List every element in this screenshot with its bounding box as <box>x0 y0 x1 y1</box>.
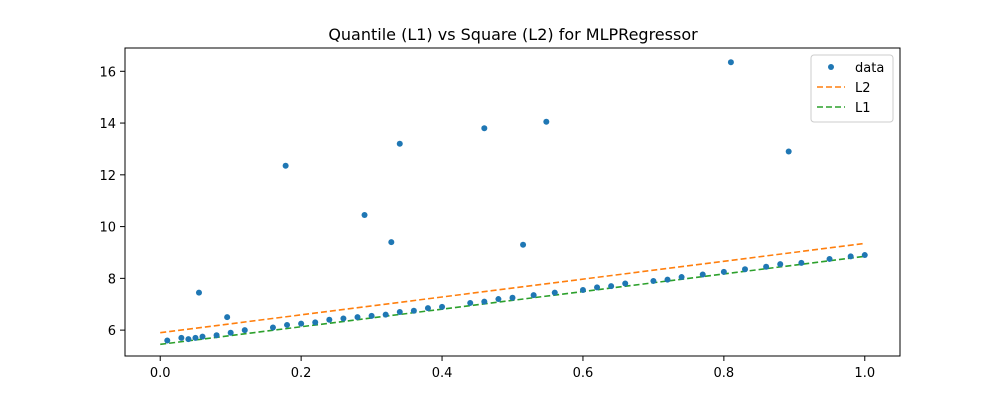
legend-label-l2: L2 <box>855 81 871 96</box>
data-point <box>241 327 248 334</box>
series-layer <box>160 59 868 346</box>
data-point <box>213 332 220 339</box>
data-point <box>269 324 276 331</box>
data-point <box>284 321 291 328</box>
data-point <box>861 252 868 259</box>
data-point <box>354 314 361 321</box>
data-point <box>178 334 185 341</box>
x-tick-label: 0.2 <box>291 366 312 381</box>
data-point <box>481 298 488 305</box>
y-tick-label: 12 <box>99 169 116 184</box>
data-point <box>742 266 748 273</box>
data-point <box>727 59 734 66</box>
y-tick-label: 16 <box>99 65 116 80</box>
legend-marker-data <box>828 64 834 70</box>
data-point <box>509 294 516 301</box>
data-point <box>185 336 192 343</box>
x-tick-label: 0.8 <box>714 366 735 381</box>
legend: data L2 L1 <box>810 54 894 123</box>
data-point <box>439 303 446 310</box>
data-point <box>551 289 558 296</box>
y-tick-label: 14 <box>99 117 116 132</box>
legend-box <box>810 54 894 123</box>
y-tick-label: 8 <box>108 272 116 287</box>
data-point <box>195 289 202 296</box>
data-point <box>608 283 615 290</box>
data-point <box>199 333 206 340</box>
data-point <box>847 253 854 260</box>
data-point <box>467 299 474 306</box>
data-point <box>826 255 833 262</box>
data-point <box>622 280 629 287</box>
data-point <box>282 162 289 169</box>
data-point <box>388 239 395 246</box>
data-point <box>543 118 550 125</box>
data-point <box>382 311 389 318</box>
data-point <box>678 274 685 281</box>
plot-area <box>124 47 901 357</box>
x-tick-label: 0.0 <box>150 366 171 381</box>
data-point <box>798 259 805 266</box>
data-point <box>579 287 586 293</box>
data-point <box>481 125 488 132</box>
data-point <box>326 316 333 323</box>
data-point <box>396 140 403 147</box>
data-point <box>520 241 527 248</box>
legend-label-l1: L1 <box>855 101 871 116</box>
data-point <box>530 292 537 299</box>
data-point <box>227 329 234 336</box>
data-point <box>720 268 727 275</box>
axes-layer: 0.0 0.2 0.4 0.6 0.8 1.0 6 8 10 12 14 16 <box>99 65 875 381</box>
data-point <box>298 320 305 327</box>
x-tick-label: 1.0 <box>854 366 875 381</box>
data-point <box>424 305 431 312</box>
data-point <box>495 296 502 303</box>
series-line-l2 <box>160 242 865 334</box>
data-point <box>164 337 171 344</box>
data-point <box>224 314 231 321</box>
chart-title: Quantile (L1) vs Square (L2) for MLPRegr… <box>328 25 698 44</box>
data-point <box>340 315 347 322</box>
data-point <box>594 284 601 291</box>
data-point <box>763 263 770 270</box>
x-tick-label: 0.4 <box>432 366 453 381</box>
data-point <box>410 307 417 314</box>
data-point <box>361 211 368 218</box>
data-point <box>664 276 671 283</box>
data-point <box>192 334 199 341</box>
data-point <box>650 277 657 284</box>
data-point <box>785 148 792 155</box>
data-point <box>368 312 375 319</box>
legend-label-data: data <box>855 61 884 76</box>
data-point <box>777 261 784 268</box>
y-tick-label: 10 <box>99 221 116 236</box>
data-point <box>396 309 403 315</box>
x-tick-label: 0.6 <box>573 366 594 381</box>
y-tick-label: 6 <box>108 324 116 339</box>
data-point <box>312 319 319 326</box>
data-point <box>699 271 706 278</box>
